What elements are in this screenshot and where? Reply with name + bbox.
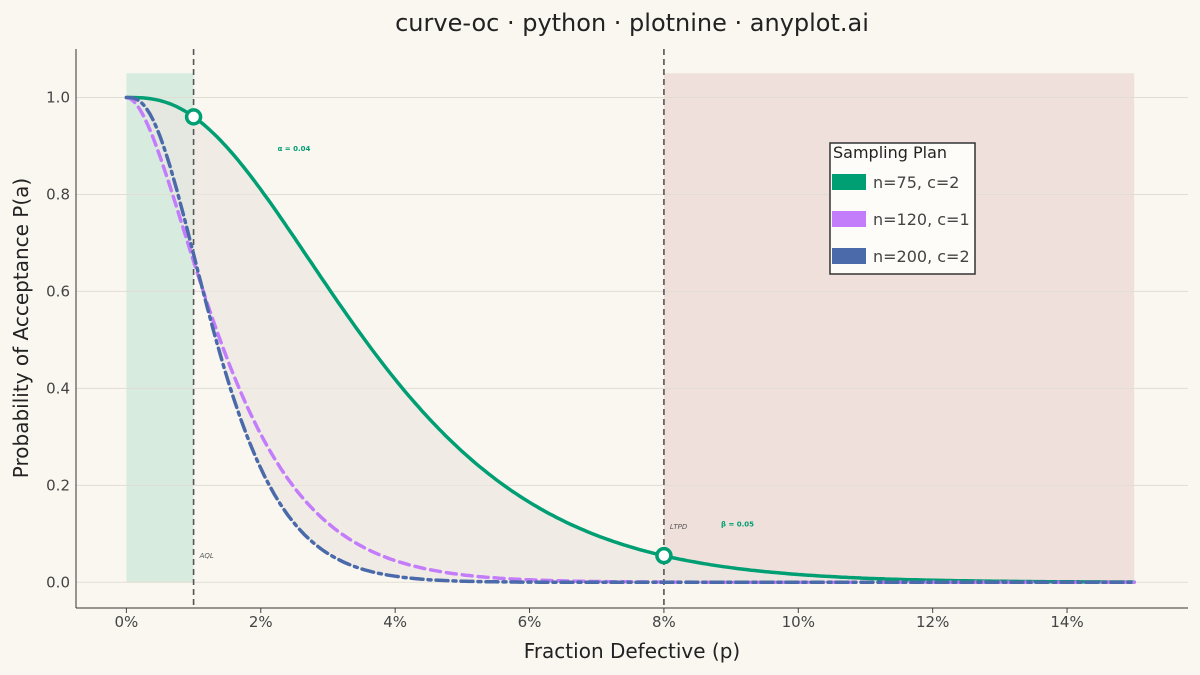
legend-swatch [832, 174, 866, 190]
risk-points: α = 0.04 β = 0.05 [184, 108, 754, 565]
axes: 0.0 0.2 0.4 0.6 0.8 1.0 0% 2% 4% 6% 8% 10% 12% 14% [46, 49, 1188, 631]
reference-lines: AQL LTPD [192, 49, 688, 608]
legend-swatch [832, 211, 866, 227]
oc-curve-line [124, 95, 1136, 585]
y-tick-label: 0.0 [46, 573, 70, 591]
x-axis-title: Fraction Defective (p) [524, 639, 740, 663]
curve-band-fill [126, 97, 1135, 583]
oc-curves [124, 95, 1136, 585]
legend: Sampling Plan n=75, c=2 n=120, c=1 n=200, … [829, 142, 976, 275]
x-tick-label: 14% [1050, 613, 1083, 631]
x-tick-label: 0% [114, 613, 138, 631]
legend-title: Sampling Plan [833, 143, 947, 162]
y-tick-label: 1.0 [46, 88, 70, 106]
y-tick-label: 0.4 [46, 379, 70, 397]
legend-swatch [832, 248, 866, 264]
producer-risk-point [184, 108, 203, 126]
legend-label: n=75, c=2 [873, 173, 959, 192]
beta-label: β = 0.05 [721, 521, 754, 529]
y-axis-title: Probability of Acceptance P(a) [9, 178, 33, 478]
y-tick-label: 0.6 [46, 282, 70, 300]
x-tick-label: 4% [383, 613, 407, 631]
curve-band [126, 97, 1135, 583]
chart-title: curve-oc · python · plotnine · anyplot.a… [395, 9, 869, 37]
y-tick-label: 0.8 [46, 185, 70, 203]
x-tick-label: 2% [249, 613, 273, 631]
legend-label: n=200, c=2 [873, 247, 970, 266]
legend-label: n=120, c=1 [873, 210, 970, 229]
consumer-risk-point [655, 546, 673, 565]
legend-box [829, 142, 976, 275]
x-tick-label: 6% [518, 613, 542, 631]
x-tick-label: 12% [916, 613, 949, 631]
alpha-label: α = 0.04 [278, 145, 311, 153]
legend-items: n=75, c=2 n=120, c=1 n=200, c=2 [832, 173, 970, 266]
x-tick-label: 10% [782, 613, 815, 631]
aql-label: AQL [199, 552, 214, 560]
y-tick-label: 0.2 [46, 476, 70, 494]
x-tick-label: 8% [652, 613, 676, 631]
ltpd-label: LTPD [670, 523, 688, 531]
